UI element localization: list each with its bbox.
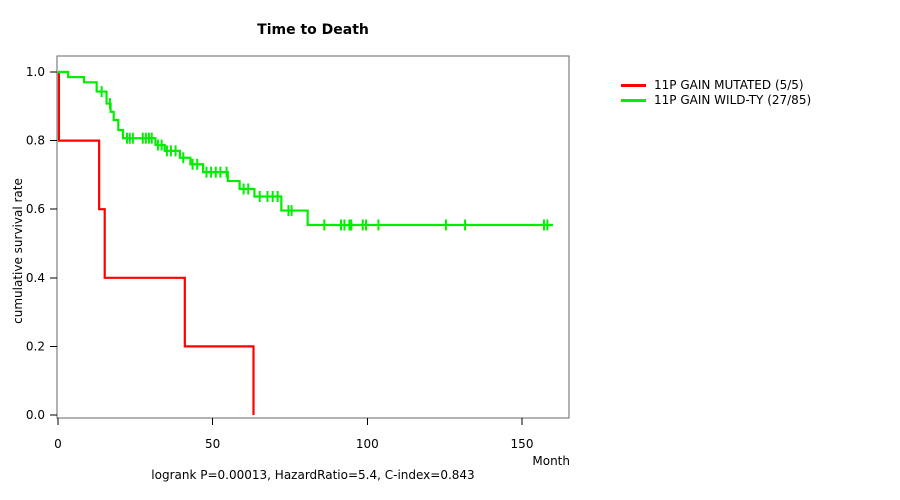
x-axis: 0 50 100 150 <box>54 418 533 451</box>
legend-swatch <box>621 99 646 102</box>
survival-series-1 <box>58 70 553 231</box>
survival-curve-1 <box>58 70 553 227</box>
y-axis-tick-label: 0.2 <box>26 339 45 353</box>
survival-series-0 <box>57 70 255 415</box>
x-axis-tick-label: 100 <box>356 437 379 451</box>
y-axis-title-text: cumulative survival rate <box>11 178 25 324</box>
legend-entry-1: 11P GAIN WILD-TY (27/85) <box>621 93 811 108</box>
y-axis: 0.0 0.2 0.4 0.6 0.8 1.0 <box>26 65 57 422</box>
legend-label: 11P GAIN WILD-TY (27/85) <box>654 93 812 107</box>
x-axis-tick-label: 0 <box>54 437 62 451</box>
legend-label: 11P GAIN MUTATED (5/5) <box>654 78 804 92</box>
legend-swatch <box>621 84 646 87</box>
chart-title: Time to Death <box>257 22 369 38</box>
y-axis-tick-label: 0.4 <box>26 271 45 285</box>
y-axis-tick-label: 0.0 <box>26 408 45 422</box>
survival-curve-0 <box>57 70 255 415</box>
legend: 11P GAIN MUTATED (5/5) 11P GAIN WILD-TY (… <box>621 78 811 108</box>
x-axis-tick-label: 150 <box>511 437 534 451</box>
y-axis-tick-label: 0.6 <box>26 202 45 216</box>
y-axis-tick-label: 1.0 <box>26 65 45 79</box>
legend-entry-0: 11P GAIN MUTATED (5/5) <box>621 78 811 93</box>
x-axis-tick-label: 50 <box>205 437 220 451</box>
stats-footnote: logrank P=0.00013, HazardRatio=5.4, C-in… <box>151 468 475 482</box>
x-axis-title: Month <box>532 454 570 468</box>
plot-frame <box>56 55 570 419</box>
y-axis-tick-label: 0.8 <box>26 134 45 148</box>
